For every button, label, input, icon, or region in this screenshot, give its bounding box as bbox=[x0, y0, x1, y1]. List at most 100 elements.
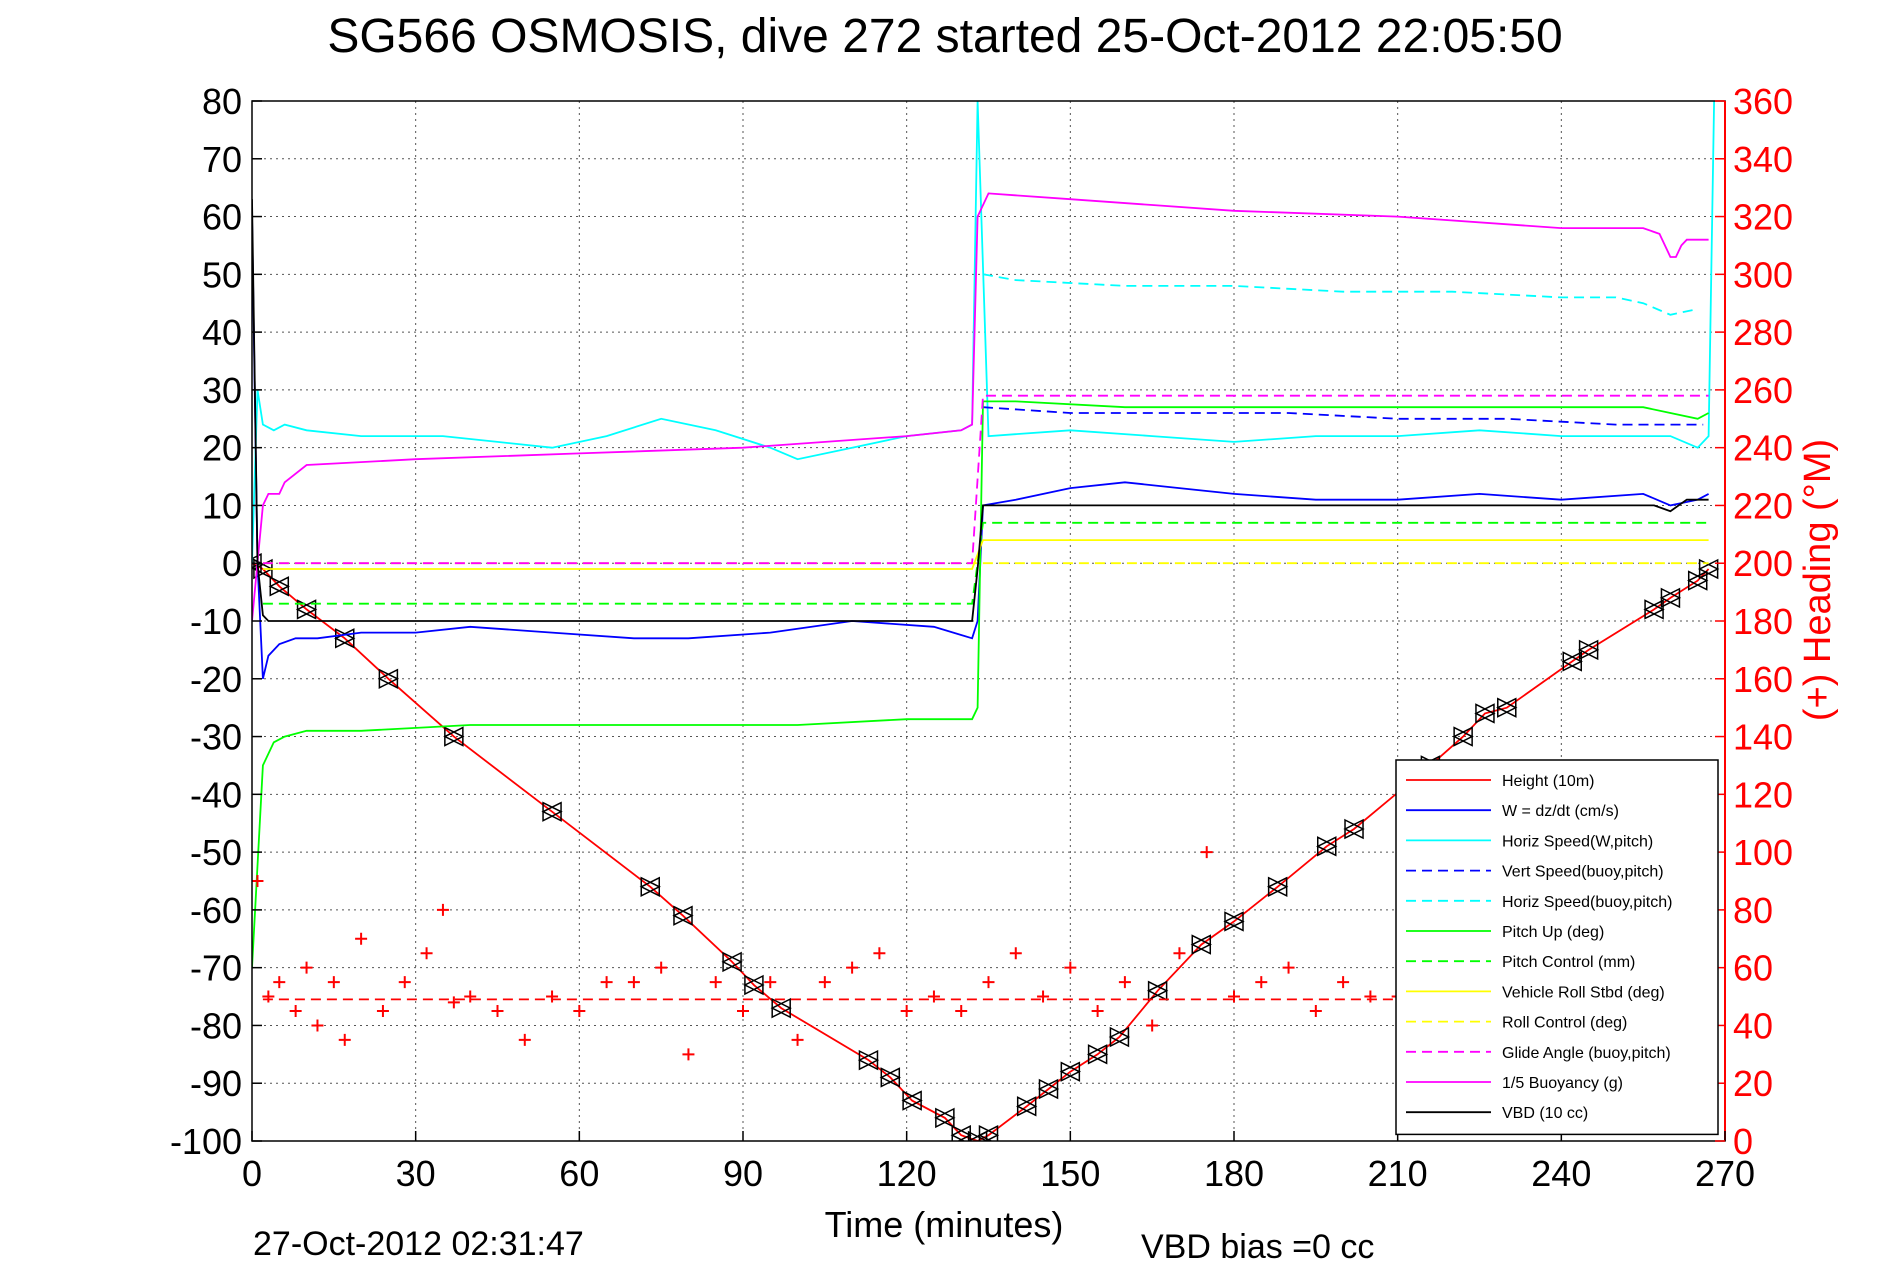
heading-point bbox=[300, 961, 313, 974]
y2-tick-label: 100 bbox=[1733, 832, 1793, 873]
y2-tick-label: 140 bbox=[1733, 717, 1793, 758]
heading-point bbox=[627, 976, 640, 989]
height-marker-left bbox=[1687, 570, 1708, 591]
y2-tick-label: 340 bbox=[1733, 139, 1793, 180]
y-tick-label: 70 bbox=[202, 139, 242, 180]
y-tick-label: -60 bbox=[190, 890, 242, 931]
legend-label: Pitch Control (mm) bbox=[1502, 954, 1635, 971]
heading-point bbox=[327, 976, 340, 989]
y2-tick-label: 300 bbox=[1733, 254, 1793, 295]
y-tick-label: -100 bbox=[170, 1121, 242, 1162]
y-tick-label: -10 bbox=[190, 601, 242, 642]
axis-layer: 0 30 60 90 120 150 180 210 240 270 80 70 60 50 40 30 20 1… bbox=[170, 81, 1793, 1194]
x-tick-label: 240 bbox=[1531, 1153, 1591, 1194]
height-marker-left bbox=[541, 801, 562, 822]
heading-point bbox=[252, 875, 264, 887]
series-vbd-10-cc bbox=[252, 199, 1709, 622]
heading-point bbox=[791, 1033, 804, 1046]
height-marker-left bbox=[1316, 836, 1337, 857]
height-marker-left bbox=[672, 905, 693, 926]
series-height-10m bbox=[252, 562, 1710, 1141]
heading-point bbox=[1255, 976, 1268, 989]
series-pitch-up-deg bbox=[252, 400, 1710, 968]
heading-point bbox=[1337, 976, 1350, 989]
height-marker-left bbox=[639, 876, 661, 897]
height-marker-left bbox=[377, 668, 399, 689]
height-marker-left bbox=[1146, 980, 1168, 1001]
heading-point bbox=[1309, 1005, 1322, 1017]
y-tick-label: -50 bbox=[190, 832, 242, 873]
height-marker-left bbox=[1452, 726, 1473, 747]
heading-point bbox=[1200, 846, 1213, 859]
height-marker-left bbox=[1190, 934, 1212, 955]
series-1-5-buoyancy-g bbox=[252, 192, 1709, 622]
heading-point bbox=[1064, 961, 1077, 974]
height-marker-left bbox=[743, 974, 764, 996]
x-tick-label: 0 bbox=[242, 1153, 262, 1194]
series-vehicle-roll-stbd-deg bbox=[262, 539, 1709, 570]
legend-label: Roll Control (deg) bbox=[1502, 1015, 1627, 1032]
chart-title: SG566 OSMOSIS, dive 272 started 25-Oct-2… bbox=[327, 10, 1562, 63]
heading-point bbox=[398, 976, 411, 989]
height-marker-left bbox=[1659, 587, 1681, 609]
height-marker-left bbox=[1561, 651, 1582, 672]
legend-box bbox=[1395, 759, 1719, 1136]
heading-point bbox=[873, 947, 886, 960]
y2-tick-label: 0 bbox=[1733, 1121, 1753, 1162]
y2-tick-label: 200 bbox=[1733, 543, 1793, 584]
height-marker-left bbox=[1086, 1044, 1108, 1065]
height-marker-left bbox=[1108, 1026, 1130, 1048]
heading-point bbox=[262, 990, 275, 1003]
x-axis-label: Time (minutes) bbox=[825, 1204, 1064, 1245]
heading-point bbox=[338, 1033, 351, 1046]
height-marker-left bbox=[1266, 876, 1288, 897]
legend-label: 1/5 Buoyancy (g) bbox=[1502, 1075, 1623, 1092]
height-marker-left bbox=[443, 726, 464, 747]
heading-point bbox=[1118, 976, 1131, 989]
y2-tick-label: 320 bbox=[1733, 197, 1793, 238]
heading-point bbox=[420, 947, 433, 960]
height-marker-left bbox=[977, 1125, 999, 1141]
heading-point bbox=[1282, 961, 1295, 974]
height-marker-left bbox=[879, 1067, 901, 1088]
heading-point bbox=[764, 976, 777, 989]
heading-point bbox=[491, 1005, 504, 1017]
y-tick-label: 50 bbox=[202, 254, 242, 295]
y-tick-label: 10 bbox=[202, 485, 242, 526]
y2-tick-label: 160 bbox=[1733, 659, 1793, 700]
x-tick-label: 270 bbox=[1695, 1153, 1755, 1194]
legend-label: Vert Speed(buoy,pitch) bbox=[1502, 864, 1664, 881]
height-marker-left bbox=[950, 1125, 971, 1141]
x-tick-label: 90 bbox=[723, 1153, 763, 1194]
series-glide-angle-buoy-pitch bbox=[262, 394, 1709, 565]
height-marker-left bbox=[966, 1130, 988, 1141]
x-tick-label: 120 bbox=[877, 1153, 937, 1194]
y2-axis-label: (+) Heading (°M) bbox=[1797, 439, 1839, 721]
heading-point bbox=[464, 990, 477, 1003]
legend-label: VBD (10 cc) bbox=[1502, 1105, 1588, 1122]
legend-label: Height (10m) bbox=[1502, 773, 1594, 790]
y2-tick-label: 260 bbox=[1733, 370, 1793, 411]
heading-point bbox=[846, 961, 859, 974]
height-markers bbox=[252, 553, 1720, 1141]
y-tick-label: -70 bbox=[190, 948, 242, 989]
heading-point bbox=[436, 903, 449, 916]
x-tick-label: 180 bbox=[1204, 1153, 1264, 1194]
heading-point bbox=[311, 1019, 324, 1032]
height-marker-left bbox=[1037, 1078, 1059, 1100]
y-tick-label: 20 bbox=[202, 428, 242, 469]
y2-tick-label: 280 bbox=[1733, 312, 1793, 353]
height-marker-left bbox=[1016, 1096, 1037, 1117]
legend-label: Vehicle Roll Stbd (deg) bbox=[1502, 984, 1665, 1001]
y2-tick-label: 80 bbox=[1733, 890, 1773, 931]
legend: Height (10m) W = dz/dt (cm/s) Horiz Speed(… bbox=[1395, 759, 1719, 1136]
heading-point bbox=[289, 1005, 302, 1017]
x-tick-label: 60 bbox=[559, 1153, 599, 1194]
heading-point bbox=[447, 996, 460, 1009]
heading-point bbox=[737, 1005, 749, 1017]
heading-point bbox=[1009, 947, 1022, 960]
heading-point bbox=[1091, 1005, 1104, 1017]
y2-tick-label: 180 bbox=[1733, 601, 1793, 642]
height-marker-left bbox=[1496, 697, 1517, 718]
heading-point bbox=[655, 961, 668, 974]
